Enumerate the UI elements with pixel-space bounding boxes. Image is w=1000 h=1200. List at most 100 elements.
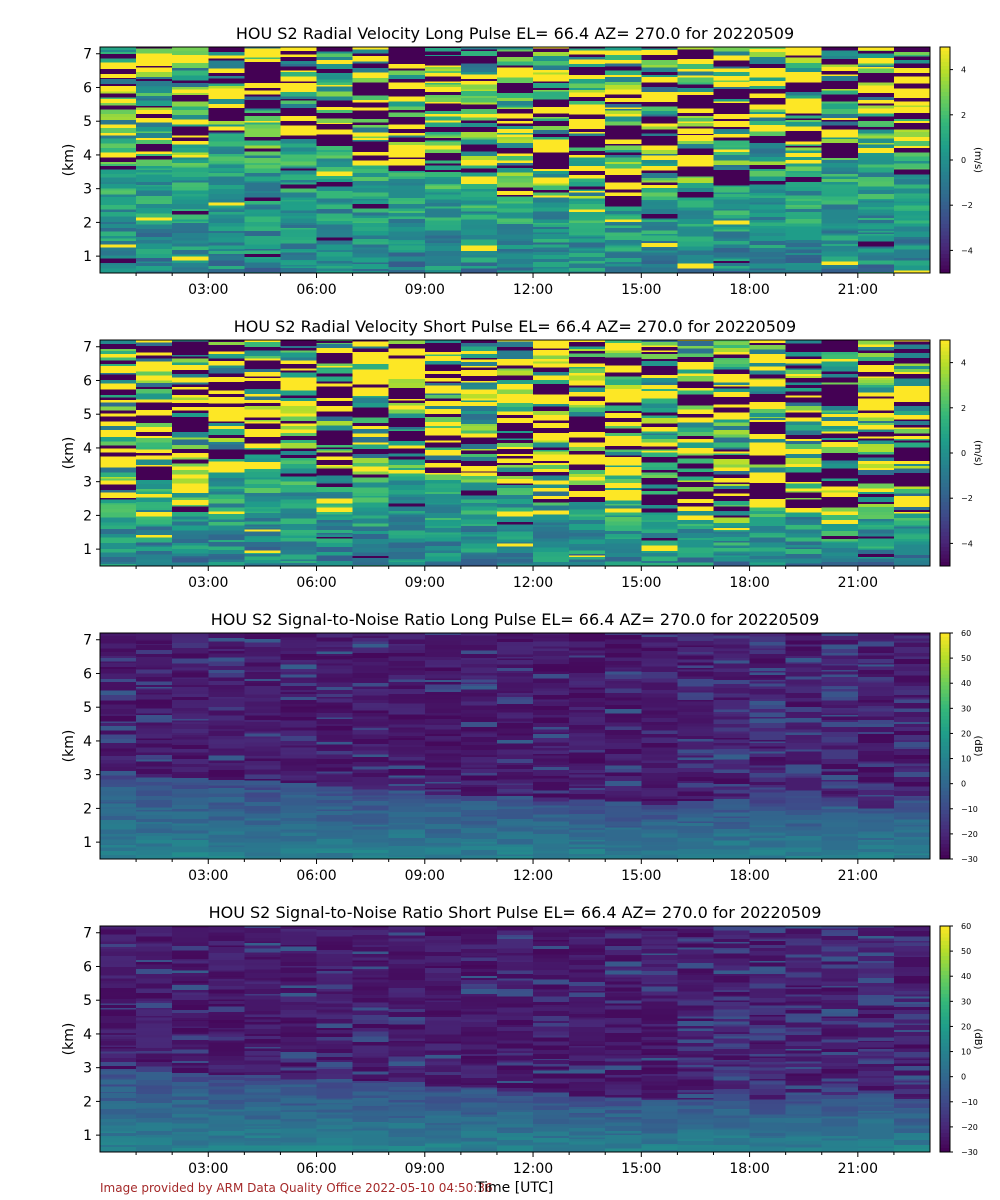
colorbar-tick-label: −10 (961, 805, 978, 814)
x-tick-label: 12:00 (513, 282, 553, 298)
x-axis-label: Time [UTC] (476, 1180, 554, 1196)
y-tick-label: 1 (83, 249, 92, 265)
colorbar-label: (m/s) (972, 440, 983, 466)
colorbar-tick-label: −4 (961, 539, 973, 548)
colorbar-label: (dB) (972, 1028, 983, 1049)
y-tick-label: 2 (83, 801, 92, 817)
y-tick-label: 2 (83, 1094, 92, 1110)
x-tick-label: 15:00 (621, 868, 661, 884)
panel-3: HOU S2 Signal-to-Noise Ratio Long Pulse … (61, 610, 983, 884)
x-tick-label: 09:00 (405, 575, 445, 591)
colorbar-tick-label: 30 (961, 704, 971, 713)
x-tick-label: 06:00 (296, 575, 336, 591)
x-tick-label: 03:00 (188, 282, 228, 298)
y-tick-label: 5 (83, 114, 92, 130)
chart-title: HOU S2 Radial Velocity Short Pulse EL= 6… (234, 317, 796, 336)
y-tick-label: 4 (83, 148, 92, 164)
colorbar-tick-label: 60 (961, 629, 971, 638)
heatmap-cells (100, 926, 931, 1153)
y-tick-label: 1 (83, 542, 92, 558)
x-tick-label: 06:00 (296, 282, 336, 298)
colorbar-tick-label: 0 (961, 1073, 966, 1082)
x-tick-label: 18:00 (729, 282, 769, 298)
x-tick-label: 21:00 (838, 868, 878, 884)
colorbar-frame (939, 925, 951, 1153)
panel-2: HOU S2 Radial Velocity Short Pulse EL= 6… (61, 317, 983, 591)
heatmap-cells (100, 340, 931, 567)
x-tick-label: 18:00 (729, 575, 769, 591)
panel-4: HOU S2 Signal-to-Noise Ratio Short Pulse… (61, 903, 983, 1177)
x-tick-label: 21:00 (838, 282, 878, 298)
colorbar-tick-label: 20 (961, 729, 971, 738)
colorbar-tick-label: 30 (961, 997, 971, 1006)
colorbar-tick-label: 10 (961, 755, 971, 764)
y-axis-label: (km) (61, 730, 77, 763)
colorbar-tick-label: 2 (961, 111, 966, 120)
x-tick-label: 15:00 (621, 575, 661, 591)
x-tick-label: 03:00 (188, 575, 228, 591)
x-tick-label: 12:00 (513, 575, 553, 591)
chart-title: HOU S2 Signal-to-Noise Ratio Long Pulse … (211, 610, 820, 629)
colorbar-tick-label: 20 (961, 1022, 971, 1031)
x-tick-label: 09:00 (405, 868, 445, 884)
x-tick-label: 21:00 (838, 1161, 878, 1177)
colorbar-tick-label: −10 (961, 1098, 978, 1107)
y-tick-label: 7 (83, 340, 92, 356)
y-tick-label: 5 (83, 993, 92, 1009)
colorbar-tick-label: −2 (961, 494, 973, 503)
x-tick-label: 03:00 (188, 868, 228, 884)
x-tick-label: 09:00 (405, 282, 445, 298)
colorbar-tick-label: −30 (961, 1148, 978, 1157)
chart-title: HOU S2 Radial Velocity Long Pulse EL= 66… (236, 24, 794, 43)
y-tick-label: 7 (83, 47, 92, 63)
colorbar-tick-label: 40 (961, 972, 971, 981)
y-axis-label: (km) (61, 1023, 77, 1056)
x-tick-label: 06:00 (296, 868, 336, 884)
x-tick-label: 18:00 (729, 1161, 769, 1177)
y-tick-label: 1 (83, 1128, 92, 1144)
x-tick-label: 09:00 (405, 1161, 445, 1177)
x-tick-label: 06:00 (296, 1161, 336, 1177)
y-tick-label: 4 (83, 734, 92, 750)
x-tick-label: 18:00 (729, 868, 769, 884)
y-tick-label: 6 (83, 666, 92, 682)
colorbar: 60 50 40 30 20 10 0 −10 −20 −30 (dB) (939, 629, 983, 864)
colorbar-tick-label: 0 (961, 449, 966, 458)
colorbar-tick-label: −30 (961, 855, 978, 864)
colorbar-tick-label: 60 (961, 922, 971, 931)
y-tick-label: 3 (83, 1061, 92, 1077)
plot-frame (99, 632, 931, 860)
colorbar-tick-label: 50 (961, 947, 971, 956)
y-tick-label: 2 (83, 508, 92, 524)
colorbar-tick-label: −20 (961, 1123, 978, 1132)
colorbar-tick-label: 4 (961, 359, 966, 368)
colorbar-frame (939, 632, 951, 860)
y-tick-label: 6 (83, 959, 92, 975)
colorbar-label: (dB) (972, 735, 983, 756)
colorbar: 4 2 0 −2 −4 (m/s) (939, 46, 983, 274)
colorbar-tick-label: −2 (961, 201, 973, 210)
plot-frame (99, 46, 931, 274)
colorbar: 60 50 40 30 20 10 0 −10 −20 −30 (dB) (939, 922, 983, 1157)
colorbar-tick-label: −20 (961, 830, 978, 839)
x-tick-label: 12:00 (513, 868, 553, 884)
y-tick-label: 5 (83, 407, 92, 423)
chart-title: HOU S2 Signal-to-Noise Ratio Short Pulse… (209, 903, 822, 922)
colorbar-tick-label: 50 (961, 654, 971, 663)
colorbar-tick-label: 4 (961, 66, 966, 75)
panel-1: HOU S2 Radial Velocity Long Pulse EL= 66… (61, 24, 983, 298)
heatmap-cells (100, 633, 931, 860)
plot-frame (99, 925, 931, 1153)
colorbar-tick-label: 40 (961, 679, 971, 688)
y-tick-label: 7 (83, 633, 92, 649)
y-tick-label: 3 (83, 768, 92, 784)
y-axis-label: (km) (61, 437, 77, 470)
y-tick-label: 1 (83, 835, 92, 851)
y-tick-label: 3 (83, 475, 92, 491)
colorbar-label: (m/s) (972, 147, 983, 173)
x-tick-label: 21:00 (838, 575, 878, 591)
y-tick-label: 6 (83, 80, 92, 96)
y-axis-label: (km) (61, 144, 77, 177)
x-tick-label: 03:00 (188, 1161, 228, 1177)
x-tick-label: 15:00 (621, 1161, 661, 1177)
